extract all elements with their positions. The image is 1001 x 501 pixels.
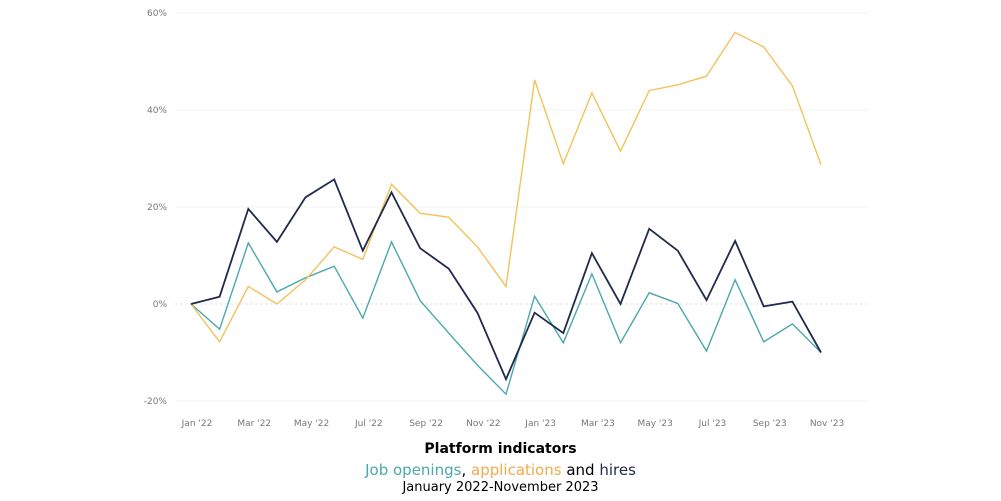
series-line-hires — [190, 178, 822, 382]
x-tick-label: Sep '23 — [753, 419, 787, 429]
subtitle-hires: hires — [599, 461, 636, 479]
chart-title: Platform indicators — [424, 441, 577, 457]
y-tick-label: -20% — [144, 397, 168, 407]
y-tick-label: 0% — [153, 300, 168, 310]
x-tick-label: Mar '22 — [237, 419, 271, 429]
subtitle-applications: applications — [471, 461, 562, 479]
series-line-job-openings — [190, 240, 822, 396]
x-tick-label: Nov '22 — [466, 419, 500, 429]
subtitle-separator: , — [461, 461, 471, 479]
line-chart: 60% 40% 20% 0% -20% Jan '22 Mar '22 May '22 Jul … — [144, 9, 868, 429]
x-tick-label: Mar '23 — [581, 419, 615, 429]
y-tick-label: 20% — [147, 203, 167, 213]
x-tick-label: Jan '23 — [524, 419, 556, 429]
y-tick-label: 40% — [147, 106, 167, 116]
y-tick-label: 60% — [147, 9, 167, 19]
x-tick-label: May '23 — [637, 419, 672, 429]
x-tick-label: Nov '23 — [810, 419, 844, 429]
x-tick-label: May '22 — [294, 419, 329, 429]
chart-subtitle: Job openings, applications and hires — [0, 461, 1001, 479]
subtitle-job-openings: Job openings — [365, 461, 462, 479]
chart-period: January 2022-November 2023 — [402, 480, 599, 495]
x-tick-label: Jul '22 — [354, 419, 383, 429]
x-tick-label: Jan '22 — [181, 419, 213, 429]
x-tick-label: Jul '23 — [698, 419, 727, 429]
x-tick-label: Sep '22 — [409, 419, 443, 429]
series-line-applications — [190, 31, 822, 344]
subtitle-separator: and — [561, 461, 600, 479]
